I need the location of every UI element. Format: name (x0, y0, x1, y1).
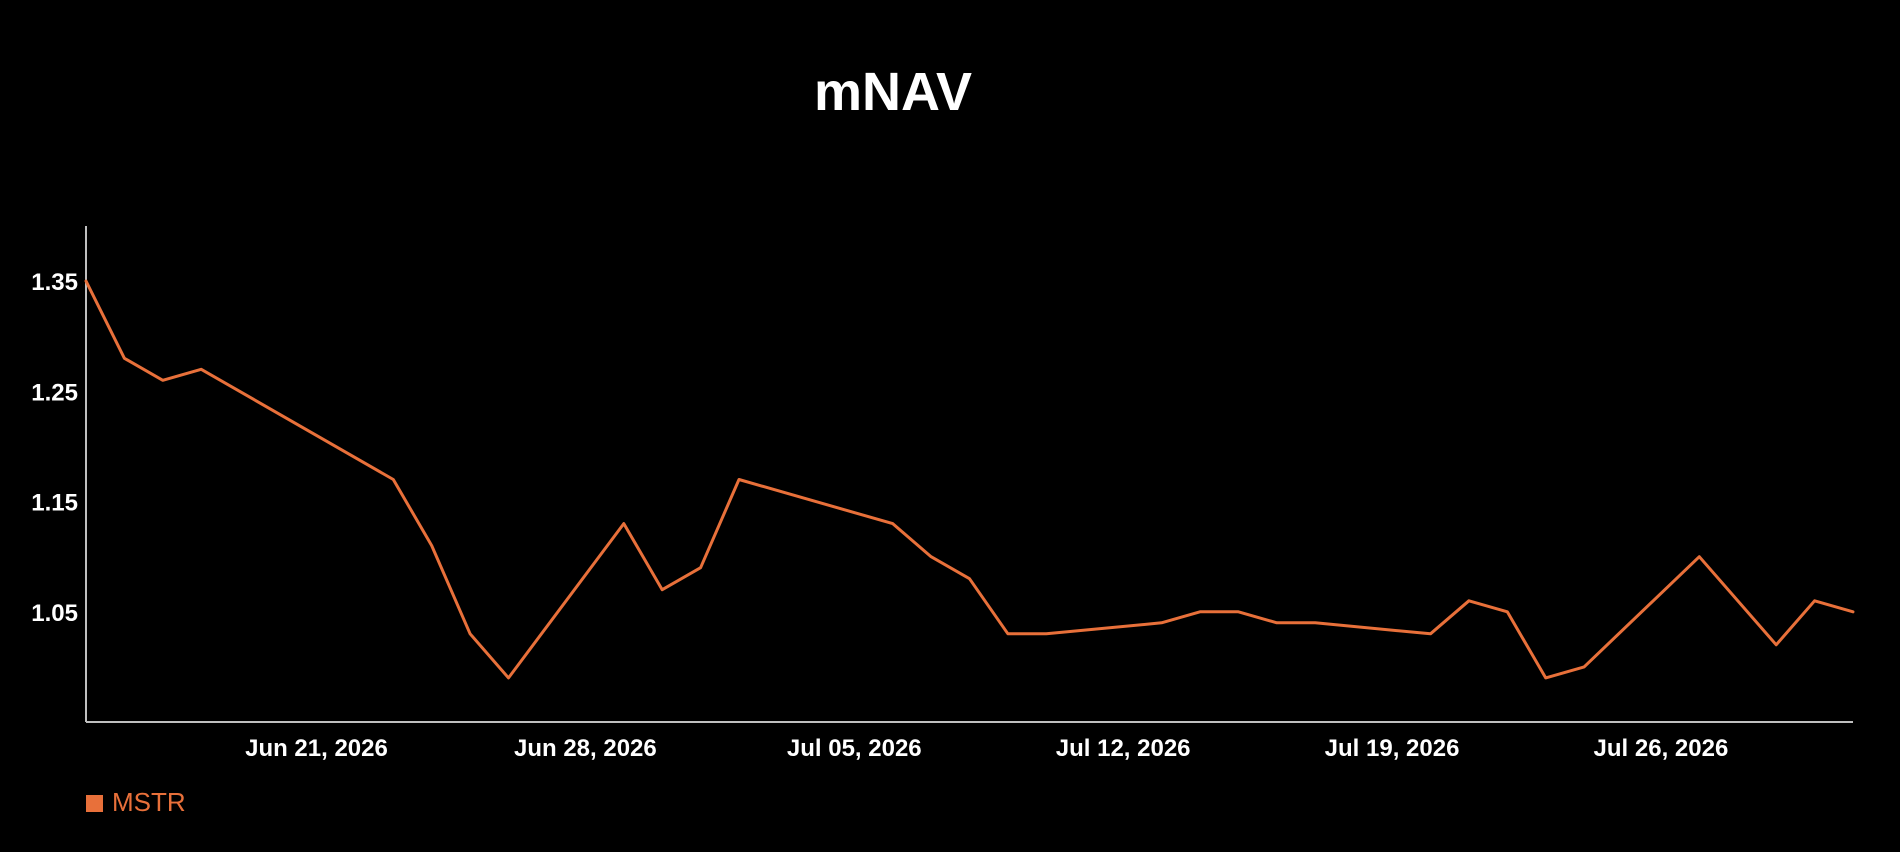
x-axis-ticks: Jun 21, 2026 Jun 28, 2026 Jul 05, 2026 Jul … (245, 735, 1728, 762)
data-point (1198, 610, 1202, 614)
data-point (1697, 555, 1701, 559)
data-point (1582, 665, 1586, 669)
data-point (1774, 643, 1778, 647)
x-tick-label: Jul 05, 2026 (787, 735, 922, 762)
legend-swatch-mstr (86, 795, 103, 812)
y-tick-label: 1.15 (31, 490, 78, 517)
series-group (84, 279, 1855, 680)
data-point (891, 522, 895, 526)
data-point (391, 478, 395, 482)
y-tick-label: 1.25 (31, 379, 78, 406)
y-tick-label: 1.35 (31, 269, 78, 296)
data-point (1467, 599, 1471, 603)
legend[interactable]: MSTR (86, 787, 186, 817)
data-point (161, 378, 165, 382)
chart-title: mNAV (814, 62, 972, 122)
data-point (1275, 621, 1279, 625)
series-line-mstr (84, 279, 1855, 680)
y-tick-label: 1.05 (31, 600, 78, 627)
data-point (468, 632, 472, 636)
data-point (1813, 599, 1817, 603)
data-point (1544, 676, 1548, 680)
y-axis-ticks: 1.05 1.15 1.25 1.35 (31, 269, 78, 627)
data-point (1851, 610, 1855, 614)
data-point (660, 588, 664, 592)
data-point (699, 566, 703, 570)
data-point (507, 676, 511, 680)
data-point (1428, 632, 1432, 636)
data-point (622, 522, 626, 526)
data-point (1505, 610, 1509, 614)
x-tick-label: Jul 19, 2026 (1325, 735, 1460, 762)
data-point (430, 544, 434, 548)
x-tick-label: Jul 12, 2026 (1056, 735, 1191, 762)
data-point (199, 367, 203, 371)
data-point (1160, 621, 1164, 625)
x-tick-label: Jul 26, 2026 (1594, 735, 1729, 762)
data-point (122, 356, 126, 360)
data-point (84, 279, 88, 283)
legend-label-mstr: MSTR (112, 787, 186, 817)
data-point (929, 555, 933, 559)
data-point (1006, 632, 1010, 636)
data-point (1044, 632, 1048, 636)
data-point (737, 478, 741, 482)
data-point (1236, 610, 1240, 614)
x-tick-label: Jun 28, 2026 (514, 735, 657, 762)
data-point (1313, 621, 1317, 625)
x-tick-label: Jun 21, 2026 (245, 735, 388, 762)
data-point (968, 577, 972, 581)
